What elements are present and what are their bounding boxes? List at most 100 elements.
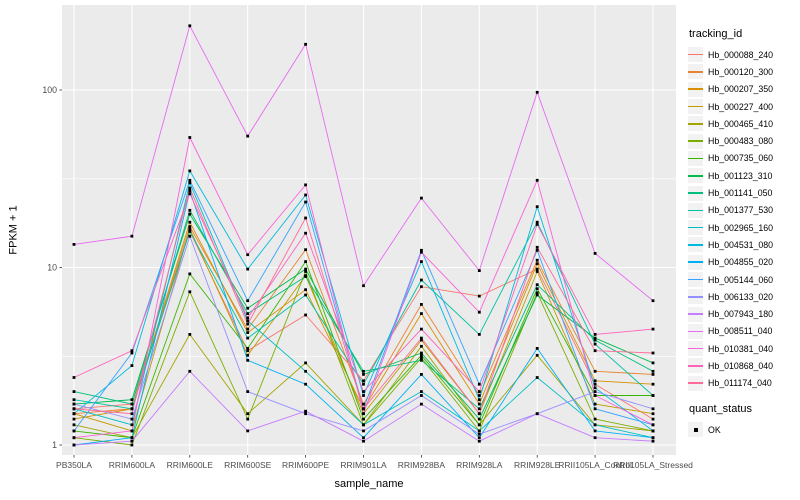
data-point-marker xyxy=(362,417,365,421)
data-point-marker xyxy=(420,312,423,315)
legend-key-line-icon xyxy=(688,209,703,212)
legend-key-line-icon xyxy=(688,88,703,91)
data-point-marker xyxy=(130,234,134,238)
x-tick-label: RRIM928LE xyxy=(514,460,561,470)
legend-item: Hb_000735_060 xyxy=(688,150,800,167)
data-point-marker xyxy=(304,42,307,46)
data-point-marker xyxy=(593,423,597,427)
data-point-marker xyxy=(651,436,655,440)
data-point-marker xyxy=(188,220,192,224)
data-point-marker xyxy=(130,412,134,416)
data-point-marker xyxy=(651,361,655,365)
data-point-marker xyxy=(593,394,597,397)
legend-key-line-icon xyxy=(688,296,703,298)
data-point-marker xyxy=(477,412,481,416)
data-point-marker xyxy=(420,196,423,200)
data-point-marker xyxy=(593,417,597,421)
data-point-marker xyxy=(72,423,76,427)
legend-item-label: Hb_000120_300 xyxy=(708,66,774,77)
data-point-marker xyxy=(593,436,597,440)
data-point-marker xyxy=(593,390,597,393)
data-point-marker xyxy=(420,260,423,263)
x-tick-label: RRII105LA_Control xyxy=(558,460,632,470)
data-point-marker xyxy=(593,407,597,411)
data-point-marker xyxy=(420,327,423,331)
data-point-marker xyxy=(304,183,307,187)
data-point-marker xyxy=(130,429,134,433)
legend-key xyxy=(688,116,703,132)
legend-title-tracking-id: tracking_id xyxy=(689,28,743,40)
data-point-marker xyxy=(72,412,76,416)
legend-key xyxy=(688,47,703,63)
data-point-marker xyxy=(304,275,307,278)
data-point-marker xyxy=(304,369,307,373)
legend-key-line-icon xyxy=(688,140,703,142)
legend-key xyxy=(688,237,703,253)
data-point-marker xyxy=(246,267,250,271)
data-point-marker xyxy=(593,369,597,373)
legend-item: Hb_010381_040 xyxy=(688,340,800,357)
legend-item-label: Hb_000227_400 xyxy=(708,101,774,112)
data-point-marker xyxy=(304,260,307,263)
x-tick-label: RRIM600LA xyxy=(109,460,156,470)
data-point-marker xyxy=(304,193,307,197)
data-point-marker xyxy=(420,402,423,406)
data-point-marker xyxy=(188,272,192,276)
data-point-marker xyxy=(188,208,192,212)
data-point-marker xyxy=(246,306,250,310)
data-point-marker xyxy=(246,312,250,315)
data-point-marker xyxy=(188,192,192,196)
data-point-marker xyxy=(535,270,539,273)
x-tick-label: PB350LA xyxy=(56,460,92,470)
legend-item-label: Hb_005144_060 xyxy=(708,274,774,285)
data-point-marker xyxy=(304,200,307,204)
legend-item-label: Hb_006133_020 xyxy=(708,291,774,302)
data-point-marker xyxy=(72,443,76,447)
legend-key xyxy=(688,64,703,80)
legend-item-label: Hb_001123_310 xyxy=(708,170,773,181)
data-point-marker xyxy=(188,169,192,173)
legend-key-line-icon xyxy=(688,347,703,350)
data-point-marker xyxy=(535,293,539,297)
quant-status-item: OK xyxy=(688,421,800,438)
data-point-marker xyxy=(477,398,481,402)
legend-key-line-icon xyxy=(688,261,703,263)
legend-item: Hb_005144_060 xyxy=(688,271,800,288)
x-tick-label: RRIM600PE xyxy=(282,460,330,470)
legend-item-label: Hb_010868_040 xyxy=(708,360,774,371)
legend-key xyxy=(688,306,703,322)
y-tick-label: 100 xyxy=(42,85,57,95)
quant-item-label: OK xyxy=(708,424,721,435)
data-point-marker xyxy=(593,429,597,433)
legend-key xyxy=(688,133,703,149)
legend-item: Hb_004855_020 xyxy=(688,254,800,271)
legend-key-line-icon xyxy=(688,174,703,177)
data-point-marker xyxy=(362,429,365,433)
data-point-marker xyxy=(651,369,655,373)
data-point-marker xyxy=(72,436,76,440)
data-point-marker xyxy=(593,379,597,383)
legend-item: Hb_000483_080 xyxy=(688,132,800,149)
data-point-marker xyxy=(362,394,365,397)
legend-key-line-icon xyxy=(688,53,703,56)
data-point-marker xyxy=(304,293,307,297)
legend-item: Hb_000227_400 xyxy=(688,98,800,115)
data-point-marker xyxy=(593,252,597,255)
data-point-marker xyxy=(130,436,134,440)
data-point-marker xyxy=(593,382,597,386)
legend-item-label: Hb_001141_050 xyxy=(708,188,773,199)
legend-key-line-icon xyxy=(688,244,703,246)
y-axis-title: FPKM + 1 xyxy=(8,205,20,255)
data-point-marker xyxy=(362,407,365,411)
data-point-marker xyxy=(420,358,423,362)
data-point-marker xyxy=(651,417,655,421)
x-tick-label: RRIM901LA xyxy=(340,460,387,470)
data-point-marker xyxy=(420,394,423,397)
data-point-marker xyxy=(362,382,365,386)
data-point-marker xyxy=(72,402,76,406)
legend-item-label: Hb_008511_040 xyxy=(708,326,773,337)
x-tick-label: RRIM600SE xyxy=(224,460,272,470)
data-point-marker xyxy=(72,398,76,402)
data-point-marker xyxy=(651,327,655,331)
x-tick-label: RRIM928LA xyxy=(456,460,503,470)
